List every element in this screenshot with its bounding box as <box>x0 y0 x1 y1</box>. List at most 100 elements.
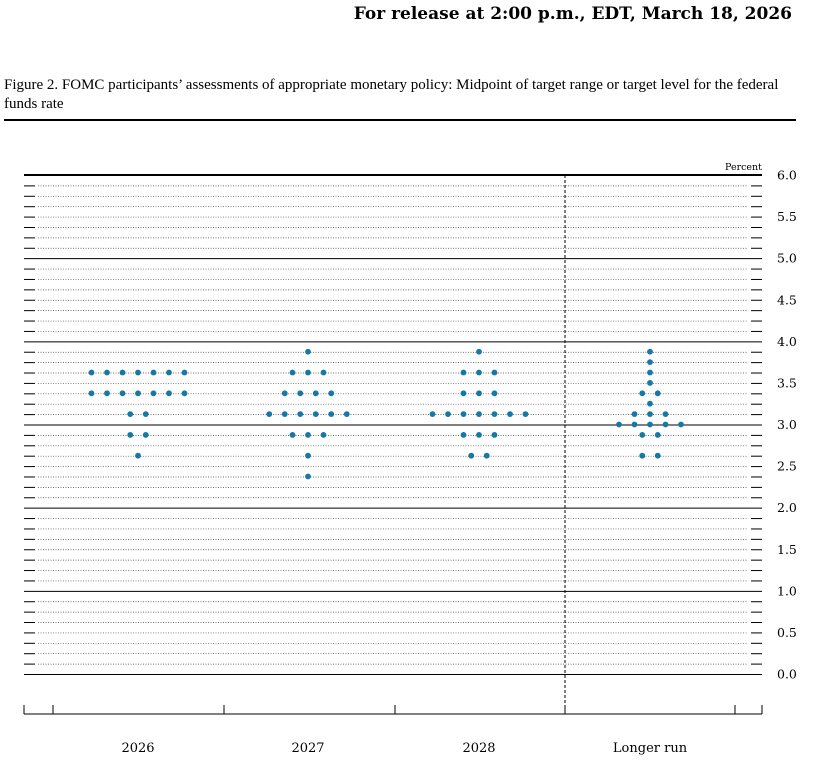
participant-dot <box>135 452 141 459</box>
participant-dot <box>150 369 157 376</box>
participant-dot <box>181 369 188 376</box>
participant-dot <box>631 421 638 428</box>
participant-dot <box>647 421 653 428</box>
participant-dot <box>328 411 335 418</box>
y-tick-label: 6.0 <box>777 168 797 183</box>
participant-dot <box>135 369 141 376</box>
participant-dot <box>616 421 622 428</box>
participant-dot <box>166 390 172 397</box>
participant-dot <box>654 431 661 438</box>
participant-dot <box>507 411 513 418</box>
participant-dot <box>312 390 319 397</box>
y-tick-label: 2.5 <box>777 459 797 474</box>
participant-dot <box>297 411 304 418</box>
participant-dot <box>135 390 141 397</box>
participant-dot <box>491 431 498 438</box>
participant-dot <box>305 473 311 480</box>
participant-dot <box>150 390 157 397</box>
participant-dot <box>289 369 296 376</box>
participant-dot <box>647 369 653 376</box>
participant-dot <box>647 380 653 386</box>
participant-dot <box>119 390 126 397</box>
participant-dot <box>639 452 646 459</box>
figure-caption: Figure 2. FOMC participants’ assessments… <box>4 77 779 112</box>
x-tick-label: 2026 <box>121 741 154 756</box>
participant-dot <box>305 431 311 438</box>
participant-dot <box>305 369 311 376</box>
caption-rule <box>4 119 796 121</box>
x-tick-label: Longer run <box>613 741 688 756</box>
y-axis: 0.0 0.5 1.0 1.5 2.0 2.5 3.0 3.5 4.0 4.5 5.0 5.5 6.0 P… <box>725 162 797 682</box>
participant-dot <box>320 431 327 438</box>
participant-dot <box>127 411 134 418</box>
participant-dot <box>142 431 149 438</box>
participant-dot <box>491 369 498 376</box>
participant-dot <box>104 369 110 376</box>
y-tick-label: 2.0 <box>777 500 797 515</box>
participant-dot <box>631 411 638 418</box>
participant-dot <box>662 411 669 418</box>
participant-dot <box>460 431 467 438</box>
y-tick-label: 3.5 <box>777 375 797 390</box>
release-notice: For release at 2:00 p.m., EDT, March 18,… <box>353 4 792 24</box>
participant-dot <box>328 390 335 397</box>
participant-dot <box>281 390 288 397</box>
y-axis-label: Percent <box>725 162 762 173</box>
participant-dot <box>654 390 661 397</box>
participant-dot <box>639 431 646 438</box>
x-tick-label: 2028 <box>462 741 495 756</box>
x-tick-label: 2027 <box>291 741 324 756</box>
y-tick-label: 0.0 <box>777 667 797 682</box>
y-tick-label: 0.5 <box>777 625 797 640</box>
participant-dot <box>662 421 669 428</box>
participant-dot <box>522 411 529 418</box>
participant-dot <box>305 452 311 459</box>
participant-dot <box>476 369 482 376</box>
participant-dot <box>320 369 327 376</box>
participant-dot <box>127 431 134 438</box>
participant-dot <box>289 431 296 438</box>
participant-dot <box>297 390 304 397</box>
participant-dot <box>281 411 288 418</box>
y-tick-label: 3.0 <box>777 417 797 432</box>
participant-dot <box>639 390 646 397</box>
participant-dot <box>654 452 661 459</box>
y-tick-label: 4.5 <box>777 292 797 307</box>
participant-dot <box>491 411 498 418</box>
participant-dot <box>460 390 467 397</box>
participant-dot <box>343 411 350 418</box>
participant-dot <box>166 369 172 376</box>
participant-dot <box>460 369 467 376</box>
participant-dot <box>476 390 482 397</box>
participant-dot <box>476 431 482 438</box>
participant-dot <box>468 452 475 459</box>
y-tick-label: 5.5 <box>777 209 797 224</box>
dots-layer <box>88 348 684 480</box>
participant-dot <box>104 390 110 397</box>
participant-dot <box>476 348 482 355</box>
participant-dot <box>476 411 482 418</box>
participant-dot <box>491 390 498 397</box>
participant-dot <box>445 411 451 418</box>
x-axis: 2026 2027 2028 Longer run <box>23 705 763 756</box>
participant-dot <box>181 390 188 397</box>
participant-dot <box>460 411 467 418</box>
participant-dot <box>429 411 436 418</box>
participant-dot <box>647 411 653 418</box>
participant-dot <box>305 348 311 355</box>
participant-dot <box>483 452 490 459</box>
participant-dot <box>647 400 653 407</box>
participant-dot <box>142 411 149 418</box>
participant-dot <box>88 369 95 376</box>
y-tick-label: 5.0 <box>777 251 797 266</box>
participant-dot <box>647 359 653 366</box>
participant-dot <box>266 411 273 418</box>
grid-layer <box>24 174 762 714</box>
y-tick-label: 1.0 <box>777 583 797 598</box>
participant-dot <box>312 411 319 418</box>
y-tick-label: 1.5 <box>777 542 797 557</box>
y-tick-label: 4.0 <box>777 334 797 349</box>
participant-dot <box>119 369 126 376</box>
participant-dot <box>647 348 653 355</box>
